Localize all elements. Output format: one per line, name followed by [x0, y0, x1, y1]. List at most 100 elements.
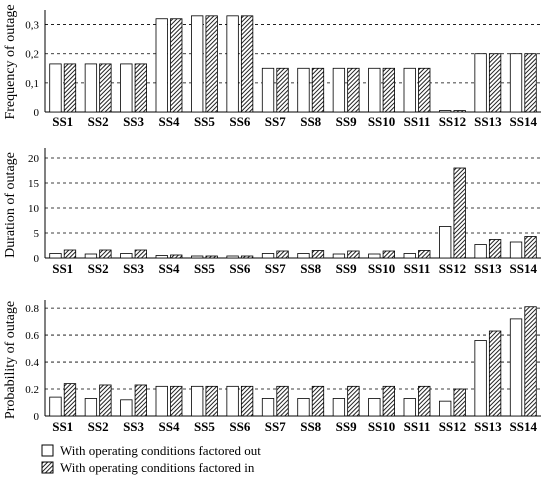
bar-factored-in — [488, 330, 502, 417]
x-category-label: SS12 — [439, 261, 466, 276]
x-category-label: SS14 — [510, 419, 538, 434]
x-category-label: SS6 — [229, 261, 250, 276]
y-tick-label: 0 — [34, 253, 40, 265]
y-tick-label: 0.8 — [25, 303, 39, 315]
x-category-label: SS1 — [52, 114, 73, 129]
bar-factored-in — [524, 53, 537, 113]
y-tick-label: 20 — [28, 153, 40, 165]
bar-factored-out — [120, 253, 133, 259]
bar-factored-out — [403, 398, 416, 417]
bar-factored-in — [311, 250, 325, 259]
bar-factored-in — [240, 385, 254, 417]
bar-factored-in — [382, 250, 395, 259]
bar-factored-in — [418, 67, 431, 113]
x-category-label: SS10 — [368, 114, 395, 129]
bar-factored-in — [311, 67, 325, 113]
bar-factored-out — [332, 253, 346, 259]
x-category-label: SS7 — [265, 419, 286, 434]
bar-factored-in — [276, 385, 289, 417]
x-category-label: SS5 — [194, 261, 215, 276]
x-category-label: SS14 — [510, 261, 538, 276]
bar-factored-out — [49, 396, 62, 417]
bar-factored-out — [155, 255, 168, 259]
bar-factored-in — [134, 249, 147, 259]
bar-factored-out — [261, 253, 275, 259]
x-category-label: SS9 — [336, 261, 357, 276]
bar-factored-in — [453, 110, 466, 113]
bar-factored-out — [439, 226, 452, 259]
bar-factored-out — [474, 53, 487, 113]
bar-factored-in — [63, 249, 77, 259]
x-category-label: SS11 — [404, 419, 431, 434]
x-category-label: SS5 — [194, 419, 215, 434]
x-category-label: SS9 — [336, 114, 357, 129]
x-category-label: SS8 — [300, 419, 321, 434]
x-category-label: SS9 — [336, 419, 357, 434]
bar-factored-in — [382, 67, 395, 113]
bar-factored-in — [347, 250, 360, 259]
bar-factored-out — [84, 398, 98, 417]
bar-factored-in — [63, 63, 77, 113]
bar-factored-out — [509, 318, 523, 417]
x-category-label: SS3 — [123, 114, 144, 129]
x-category-label: SS10 — [368, 261, 395, 276]
x-category-label: SS7 — [265, 114, 286, 129]
bar-factored-out — [49, 63, 62, 113]
bar-factored-out — [49, 253, 62, 259]
bar-factored-out — [191, 255, 204, 259]
x-category-label: SS2 — [88, 114, 109, 129]
x-category-label: SS13 — [474, 114, 502, 129]
legend-swatch-open — [41, 444, 54, 457]
y-tick-label: 5 — [34, 228, 40, 240]
bar-factored-in — [170, 385, 183, 417]
bar-factored-out — [261, 67, 275, 113]
bar-factored-out — [474, 244, 487, 259]
bar-factored-out — [261, 398, 275, 417]
y-tick-label: 0 — [34, 107, 40, 119]
y-axis-label: Duration of outage — [3, 152, 18, 258]
bar-factored-in — [134, 384, 147, 417]
chart-panel-1: 0 0,1 0,2 0,3 Frequency of outage SS1 SS2 SS3 SS… — [3, 4, 541, 129]
bar-factored-out — [155, 18, 168, 113]
bar-factored-out — [297, 67, 310, 113]
bar-factored-in — [99, 249, 112, 259]
x-category-label: SS4 — [159, 261, 180, 276]
bar-factored-out — [474, 340, 487, 417]
bar-factored-in — [134, 63, 147, 113]
bar-factored-out — [368, 398, 381, 417]
x-category-label: SS12 — [439, 114, 466, 129]
legend-swatch-hatched — [41, 461, 54, 474]
bar-factored-out — [509, 241, 523, 259]
bar-factored-in — [347, 67, 360, 113]
bar-factored-in — [205, 255, 218, 259]
bar-factored-in — [99, 63, 112, 113]
chart-legend: With operating conditions factored out W… — [41, 443, 261, 475]
bar-factored-out — [297, 253, 310, 259]
bar-factored-out — [332, 67, 346, 113]
bar-factored-out — [403, 253, 416, 259]
bar-factored-in — [418, 385, 431, 417]
y-tick-label: 0,2 — [25, 49, 39, 61]
bar-factored-in — [170, 254, 183, 259]
x-category-label: SS8 — [300, 114, 321, 129]
bar-factored-in — [488, 53, 502, 113]
bar-factored-out — [84, 253, 98, 259]
x-category-label: SS3 — [123, 419, 144, 434]
bar-factored-in — [453, 167, 466, 259]
x-category-label: SS5 — [194, 114, 215, 129]
y-axis-label: Probability of outage — [3, 301, 18, 419]
bar-factored-out — [509, 53, 523, 113]
x-category-label: SS10 — [368, 419, 395, 434]
bar-factored-in — [453, 388, 466, 417]
x-category-label: SS1 — [52, 261, 73, 276]
x-category-label: SS3 — [123, 261, 144, 276]
bar-factored-out — [297, 398, 310, 417]
bar-factored-in — [488, 239, 502, 259]
bar-factored-out — [368, 253, 381, 259]
y-tick-label: 15 — [28, 178, 40, 190]
bar-factored-in — [311, 385, 325, 417]
bar-factored-in — [524, 306, 537, 417]
x-category-label: SS6 — [229, 419, 250, 434]
y-tick-label: 0 — [34, 411, 40, 423]
